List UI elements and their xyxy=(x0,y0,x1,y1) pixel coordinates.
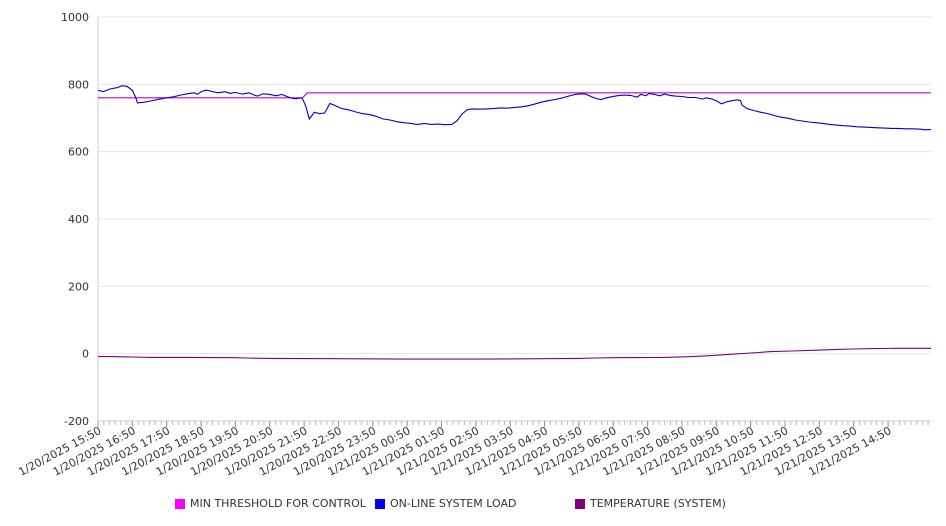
y-tick-label: -200 xyxy=(64,415,89,428)
y-tick-label: 600 xyxy=(68,146,89,159)
x-axis-ticks: 1/20/2025 15:501/20/2025 16:501/20/2025 … xyxy=(16,421,929,479)
y-axis-ticks: -200 0 200 400 600 800 1000 xyxy=(61,11,89,428)
y-tick-label: 1000 xyxy=(61,11,89,24)
series-line-on-line-system-load xyxy=(97,85,932,131)
y-tick-label: 0 xyxy=(82,348,89,361)
grid-lines xyxy=(98,16,931,422)
legend-item-min-threshold[interactable]: MIN THRESHOLD FOR CONTROL xyxy=(175,497,366,510)
legend-item-system-load[interactable]: ON-LINE SYSTEM LOAD xyxy=(375,497,516,510)
legend-label: ON-LINE SYSTEM LOAD xyxy=(390,497,517,510)
y-tick-label: 800 xyxy=(68,78,89,91)
legend: MIN THRESHOLD FOR CONTROL ON-LINE SYSTEM… xyxy=(0,497,946,515)
series-line-temperature-system xyxy=(97,347,931,360)
axes xyxy=(97,17,931,422)
legend-swatch xyxy=(175,498,185,509)
series-line-min-threshold-for-control xyxy=(98,92,931,99)
legend-label: TEMPERATURE (SYSTEM) xyxy=(590,497,726,510)
y-tick-label: 200 xyxy=(68,280,89,293)
legend-label: MIN THRESHOLD FOR CONTROL xyxy=(190,497,366,510)
legend-swatch xyxy=(575,498,585,509)
legend-item-temperature[interactable]: TEMPERATURE (SYSTEM) xyxy=(575,497,726,510)
legend-swatch xyxy=(375,498,385,509)
y-tick-label: 400 xyxy=(68,213,89,226)
series-lines xyxy=(97,85,932,360)
